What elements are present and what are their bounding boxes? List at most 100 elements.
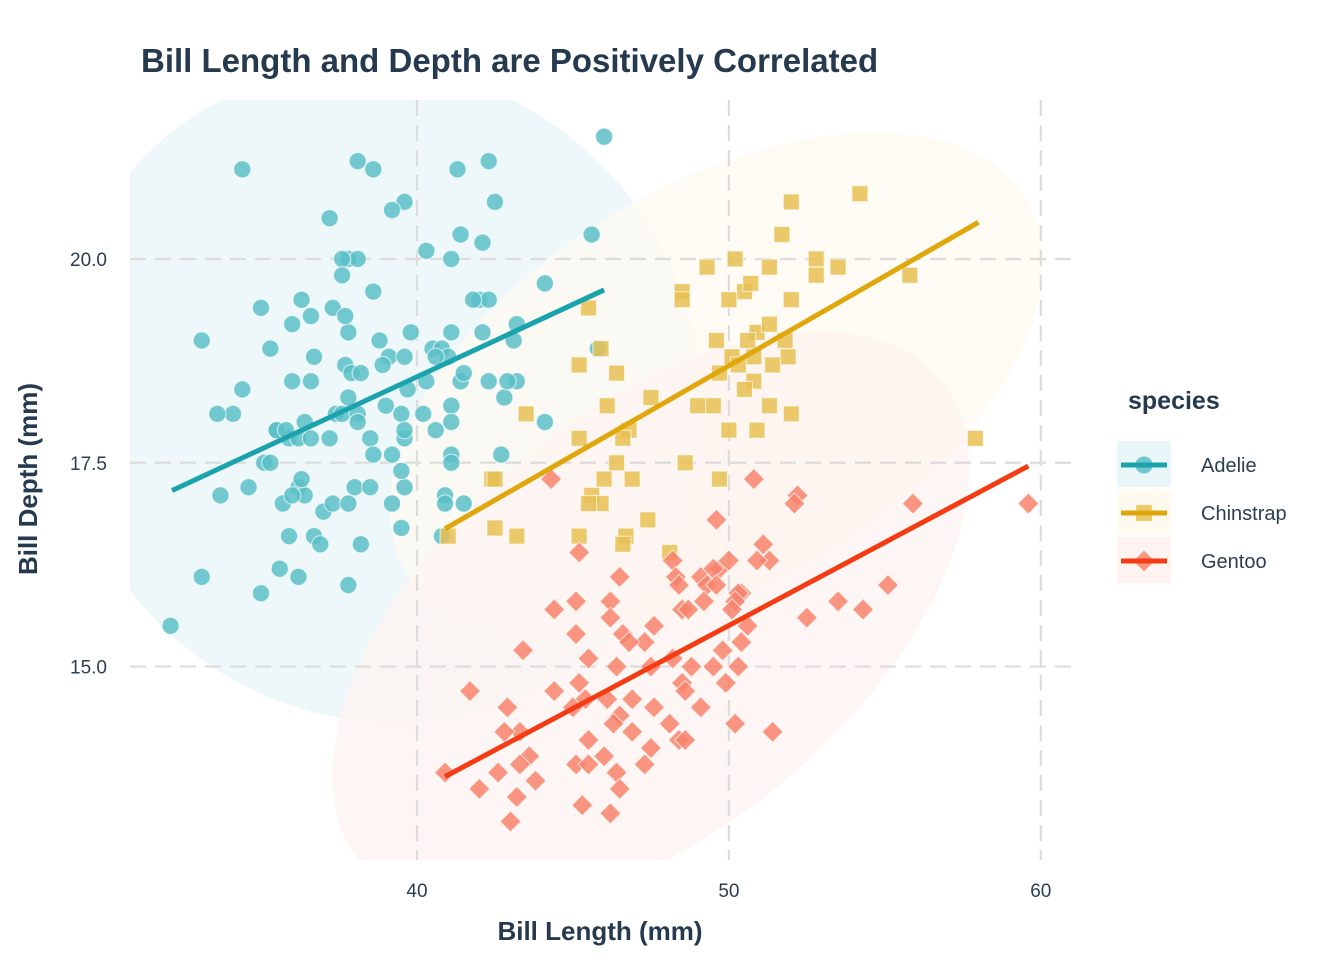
legend-item-gentoo: Gentoo bbox=[1117, 537, 1267, 583]
chinstrap-point bbox=[901, 266, 919, 284]
adelie-point bbox=[373, 355, 392, 375]
adelie-point bbox=[414, 404, 433, 424]
gentoo-point bbox=[667, 573, 691, 597]
y-axis-ticks: 15.0 17.5 20.0 bbox=[70, 250, 107, 679]
adelie-point bbox=[261, 339, 280, 358]
gentoo-point bbox=[577, 647, 600, 670]
gentoo-point bbox=[745, 549, 769, 572]
gentoo-point bbox=[567, 541, 591, 564]
adelie-point bbox=[270, 559, 289, 578]
chinstrap-point bbox=[829, 258, 847, 276]
gentoo-point bbox=[605, 655, 628, 678]
chinstrap-point bbox=[807, 266, 825, 284]
adelie-point bbox=[426, 420, 445, 440]
adelie-point bbox=[395, 420, 414, 440]
adelie-point bbox=[451, 225, 470, 244]
adelie-point bbox=[454, 494, 473, 513]
adelie-point bbox=[289, 567, 308, 587]
adelie-point bbox=[376, 396, 395, 415]
gentoo-point bbox=[599, 606, 622, 630]
adelie-point bbox=[479, 290, 498, 309]
chinstrap-point bbox=[623, 470, 641, 488]
adelie-point bbox=[360, 478, 380, 497]
adelie-point bbox=[535, 412, 555, 432]
gentoo-point bbox=[642, 614, 666, 638]
y-tick-label: 20.0 bbox=[70, 250, 107, 271]
y-tick-label: 17.5 bbox=[70, 454, 107, 475]
gentoo-point bbox=[577, 728, 600, 752]
adelie-point bbox=[311, 535, 330, 554]
adelie-point bbox=[161, 616, 180, 636]
adelie-point bbox=[495, 388, 514, 407]
gentoo-point bbox=[567, 671, 591, 695]
adelie-point bbox=[370, 331, 389, 350]
chinstrap-point bbox=[579, 494, 598, 513]
adelie-point bbox=[417, 241, 436, 261]
legend-label: Gentoo bbox=[1201, 551, 1267, 573]
gentoo-point bbox=[723, 712, 747, 735]
chinstrap-point bbox=[486, 470, 504, 488]
gentoo-point bbox=[570, 793, 594, 817]
gentoo-point bbox=[876, 573, 900, 597]
adelie-point bbox=[251, 584, 271, 603]
adelie-point bbox=[454, 363, 473, 383]
adelie-point bbox=[463, 290, 483, 309]
gentoo-point bbox=[499, 810, 522, 833]
adelie-point bbox=[392, 404, 411, 424]
adelie-point bbox=[448, 160, 467, 179]
adelie-point bbox=[292, 290, 311, 309]
chinstrap-point bbox=[639, 511, 657, 529]
chinstrap-point bbox=[782, 291, 800, 309]
adelie-point bbox=[348, 249, 367, 269]
chinstrap-point bbox=[508, 527, 526, 545]
adelie-point bbox=[339, 323, 358, 342]
adelie-point bbox=[282, 372, 302, 391]
gentoo-point bbox=[542, 598, 566, 621]
gentoo-point bbox=[711, 638, 734, 662]
gentoo-point bbox=[705, 508, 728, 532]
gentoo-point bbox=[564, 622, 588, 646]
chinstrap-point bbox=[642, 388, 660, 407]
gentoo-point bbox=[458, 679, 482, 703]
adelie-point bbox=[582, 225, 601, 244]
gentoo-point bbox=[826, 590, 850, 613]
adelie-point bbox=[442, 323, 461, 342]
adelie-point bbox=[301, 429, 321, 448]
chinstrap-point bbox=[807, 250, 825, 268]
chinstrap-point bbox=[614, 429, 632, 447]
chinstrap-trend-line bbox=[443, 220, 980, 531]
adelie-point bbox=[251, 298, 271, 318]
chart-title: Bill Length and Depth are Positively Cor… bbox=[141, 42, 878, 79]
gentoo-point bbox=[851, 598, 875, 621]
gentoo-points bbox=[433, 467, 1040, 833]
adelie-point bbox=[320, 429, 339, 448]
chinstrap-point bbox=[570, 429, 588, 447]
chinstrap-point bbox=[726, 250, 744, 268]
gentoo-point bbox=[795, 606, 819, 630]
adelie-point bbox=[345, 478, 364, 497]
adelie-point bbox=[233, 160, 252, 179]
adelie-point bbox=[364, 282, 383, 301]
adelie-point bbox=[382, 445, 402, 464]
gentoo-point bbox=[673, 679, 697, 703]
gentoo-point bbox=[592, 744, 616, 768]
gentoo-point bbox=[608, 777, 632, 801]
legend: species Adelie Chinstrap Gentoo bbox=[1117, 387, 1287, 583]
gentoo-point bbox=[505, 785, 529, 809]
x-tick-label: 60 bbox=[1030, 881, 1051, 902]
adelie-point bbox=[332, 249, 352, 269]
x-axis-ticks: 40 50 60 bbox=[406, 881, 1051, 902]
chinstrap-point bbox=[607, 454, 626, 472]
gentoo-point bbox=[1016, 492, 1040, 515]
adelie-point bbox=[223, 404, 243, 424]
gentoo-point bbox=[642, 695, 666, 719]
chinstrap-point bbox=[673, 291, 691, 309]
adelie-point bbox=[395, 347, 414, 366]
adelie-point bbox=[395, 478, 414, 497]
gentoo-point bbox=[542, 679, 566, 703]
adelie-point bbox=[594, 127, 614, 146]
adelie-point bbox=[323, 494, 342, 513]
adelie-point bbox=[535, 274, 555, 293]
legend-item-adelie: Adelie bbox=[1117, 441, 1257, 487]
